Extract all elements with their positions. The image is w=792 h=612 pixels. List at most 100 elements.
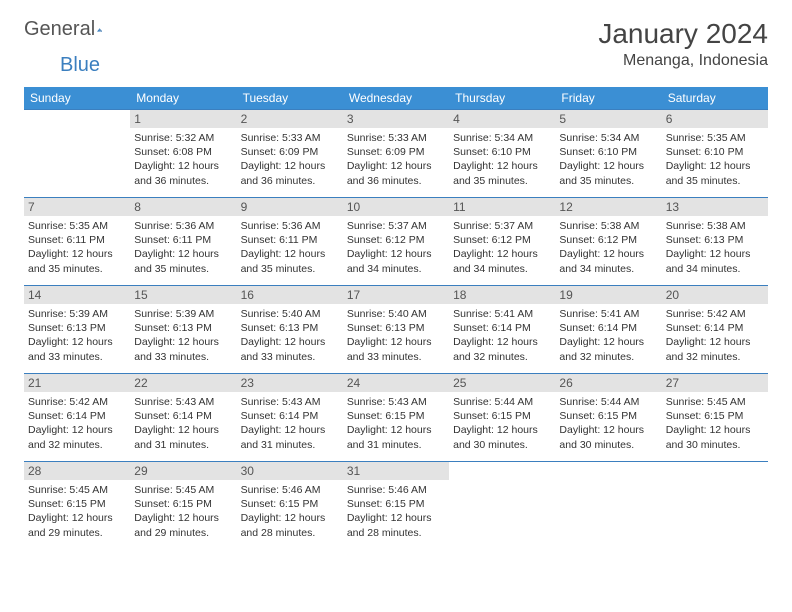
- day-number: 11: [449, 198, 555, 216]
- daylight-line: Daylight: 12 hours and 33 minutes.: [134, 335, 232, 363]
- sunset-line: Sunset: 6:13 PM: [666, 233, 764, 247]
- sunrise-line: Sunrise: 5:33 AM: [347, 131, 445, 145]
- calendar-body: 1Sunrise: 5:32 AMSunset: 6:08 PMDaylight…: [24, 110, 768, 550]
- daylight-line: Daylight: 12 hours and 32 minutes.: [453, 335, 551, 363]
- sunset-line: Sunset: 6:12 PM: [347, 233, 445, 247]
- sunrise-line: Sunrise: 5:41 AM: [559, 307, 657, 321]
- daylight-line: Daylight: 12 hours and 36 minutes.: [241, 159, 339, 187]
- calendar-day: 21Sunrise: 5:42 AMSunset: 6:14 PMDayligh…: [24, 374, 130, 462]
- sunset-line: Sunset: 6:14 PM: [134, 409, 232, 423]
- sunrise-line: Sunrise: 5:41 AM: [453, 307, 551, 321]
- calendar-day: 22Sunrise: 5:43 AMSunset: 6:14 PMDayligh…: [130, 374, 236, 462]
- sunrise-line: Sunrise: 5:38 AM: [666, 219, 764, 233]
- calendar-day: 6Sunrise: 5:35 AMSunset: 6:10 PMDaylight…: [662, 110, 768, 198]
- sunset-line: Sunset: 6:15 PM: [241, 497, 339, 511]
- daylight-line: Daylight: 12 hours and 36 minutes.: [134, 159, 232, 187]
- month-title: January 2024: [598, 18, 768, 50]
- day-number: 19: [555, 286, 661, 304]
- day-info: Sunrise: 5:43 AMSunset: 6:15 PMDaylight:…: [347, 395, 445, 452]
- day-info: Sunrise: 5:46 AMSunset: 6:15 PMDaylight:…: [347, 483, 445, 540]
- sunrise-line: Sunrise: 5:40 AM: [347, 307, 445, 321]
- sunrise-line: Sunrise: 5:44 AM: [453, 395, 551, 409]
- day-info: Sunrise: 5:36 AMSunset: 6:11 PMDaylight:…: [134, 219, 232, 276]
- calendar-day-empty: [662, 462, 768, 550]
- day-info: Sunrise: 5:44 AMSunset: 6:15 PMDaylight:…: [559, 395, 657, 452]
- sail-icon: [97, 20, 102, 40]
- sunset-line: Sunset: 6:14 PM: [559, 321, 657, 335]
- day-info: Sunrise: 5:42 AMSunset: 6:14 PMDaylight:…: [666, 307, 764, 364]
- sunset-line: Sunset: 6:13 PM: [241, 321, 339, 335]
- calendar-day-empty: [555, 462, 661, 550]
- sunset-line: Sunset: 6:14 PM: [28, 409, 126, 423]
- calendar-day: 12 Sunrise: 5:38 AMSunset: 6:12 PMDayligh…: [555, 198, 661, 286]
- daylight-line: Daylight: 12 hours and 30 minutes.: [666, 423, 764, 451]
- calendar-day: 14Sunrise: 5:39 AMSunset: 6:13 PMDayligh…: [24, 286, 130, 374]
- day-number: 4: [449, 110, 555, 128]
- day-number: 5: [555, 110, 661, 128]
- sunset-line: Sunset: 6:13 PM: [134, 321, 232, 335]
- sunrise-line: Sunrise: 5:34 AM: [453, 131, 551, 145]
- calendar-day: 8 Sunrise: 5:36 AMSunset: 6:11 PMDaylight…: [130, 198, 236, 286]
- day-number: 10: [343, 198, 449, 216]
- day-info: Sunrise: 5:45 AMSunset: 6:15 PMDaylight:…: [28, 483, 126, 540]
- daylight-line: Daylight: 12 hours and 28 minutes.: [241, 511, 339, 539]
- day-info: Sunrise: 5:33 AMSunset: 6:09 PMDaylight:…: [241, 131, 339, 188]
- calendar-day: 16Sunrise: 5:40 AMSunset: 6:13 PMDayligh…: [237, 286, 343, 374]
- day-info: Sunrise: 5:38 AMSunset: 6:12 PMDaylight:…: [559, 219, 657, 276]
- day-number: 29: [130, 462, 236, 480]
- calendar-day: 26Sunrise: 5:44 AMSunset: 6:15 PMDayligh…: [555, 374, 661, 462]
- sunset-line: Sunset: 6:10 PM: [559, 145, 657, 159]
- daylight-line: Daylight: 12 hours and 31 minutes.: [241, 423, 339, 451]
- sunrise-line: Sunrise: 5:46 AM: [347, 483, 445, 497]
- day-number: 12: [555, 198, 661, 216]
- brand-part2: Blue: [60, 54, 792, 77]
- calendar-week: 7Sunrise: 5:35 AMSunset: 6:11 PMDaylight…: [24, 198, 768, 286]
- calendar-day: 27Sunrise: 5:45 AMSunset: 6:15 PMDayligh…: [662, 374, 768, 462]
- sunrise-line: Sunrise: 5:39 AM: [28, 307, 126, 321]
- sunrise-line: Sunrise: 5:44 AM: [559, 395, 657, 409]
- calendar-day: 25Sunrise: 5:44 AMSunset: 6:15 PMDayligh…: [449, 374, 555, 462]
- day-number: 9: [237, 198, 343, 216]
- sunset-line: Sunset: 6:14 PM: [453, 321, 551, 335]
- daylight-line: Daylight: 12 hours and 33 minutes.: [347, 335, 445, 363]
- sunrise-line: Sunrise: 5:45 AM: [666, 395, 764, 409]
- day-info: Sunrise: 5:38 AMSunset: 6:13 PMDaylight:…: [666, 219, 764, 276]
- day-number: 30: [237, 462, 343, 480]
- day-number: 20: [662, 286, 768, 304]
- day-info: Sunrise: 5:35 AMSunset: 6:10 PMDaylight:…: [666, 131, 764, 188]
- daylight-line: Daylight: 12 hours and 30 minutes.: [453, 423, 551, 451]
- sunset-line: Sunset: 6:13 PM: [347, 321, 445, 335]
- day-info: Sunrise: 5:34 AMSunset: 6:10 PMDaylight:…: [559, 131, 657, 188]
- day-header-row: SundayMondayTuesdayWednesdayThursdayFrid…: [24, 87, 768, 110]
- day-info: Sunrise: 5:35 AMSunset: 6:11 PMDaylight:…: [28, 219, 126, 276]
- day-number: 24: [343, 374, 449, 392]
- calendar-day: 10Sunrise: 5:37 AMSunset: 6:12 PMDayligh…: [343, 198, 449, 286]
- day-number: 2: [237, 110, 343, 128]
- calendar-day-empty: [449, 462, 555, 550]
- daylight-line: Daylight: 12 hours and 34 minutes.: [559, 247, 657, 275]
- day-info: Sunrise: 5:34 AMSunset: 6:10 PMDaylight:…: [453, 131, 551, 188]
- daylight-line: Daylight: 12 hours and 35 minutes.: [559, 159, 657, 187]
- daylight-line: Daylight: 12 hours and 29 minutes.: [28, 511, 126, 539]
- sunrise-line: Sunrise: 5:45 AM: [28, 483, 126, 497]
- day-info: Sunrise: 5:36 AMSunset: 6:11 PMDaylight:…: [241, 219, 339, 276]
- sunrise-line: Sunrise: 5:34 AM: [559, 131, 657, 145]
- sunset-line: Sunset: 6:15 PM: [28, 497, 126, 511]
- calendar-week: 28Sunrise: 5:45 AMSunset: 6:15 PMDayligh…: [24, 462, 768, 550]
- day-info: Sunrise: 5:46 AMSunset: 6:15 PMDaylight:…: [241, 483, 339, 540]
- day-number: 23: [237, 374, 343, 392]
- day-number: 13: [662, 198, 768, 216]
- day-number: 18: [449, 286, 555, 304]
- calendar-day: 19Sunrise: 5:41 AMSunset: 6:14 PMDayligh…: [555, 286, 661, 374]
- sunset-line: Sunset: 6:14 PM: [666, 321, 764, 335]
- calendar-table: SundayMondayTuesdayWednesdayThursdayFrid…: [24, 87, 768, 550]
- day-header: Wednesday: [343, 87, 449, 110]
- day-info: Sunrise: 5:41 AMSunset: 6:14 PMDaylight:…: [453, 307, 551, 364]
- day-number: 8: [130, 198, 236, 216]
- daylight-line: Daylight: 12 hours and 32 minutes.: [666, 335, 764, 363]
- sunrise-line: Sunrise: 5:40 AM: [241, 307, 339, 321]
- day-header: Sunday: [24, 87, 130, 110]
- day-info: Sunrise: 5:39 AMSunset: 6:13 PMDaylight:…: [28, 307, 126, 364]
- sunset-line: Sunset: 6:13 PM: [28, 321, 126, 335]
- calendar-day: 15Sunrise: 5:39 AMSunset: 6:13 PMDayligh…: [130, 286, 236, 374]
